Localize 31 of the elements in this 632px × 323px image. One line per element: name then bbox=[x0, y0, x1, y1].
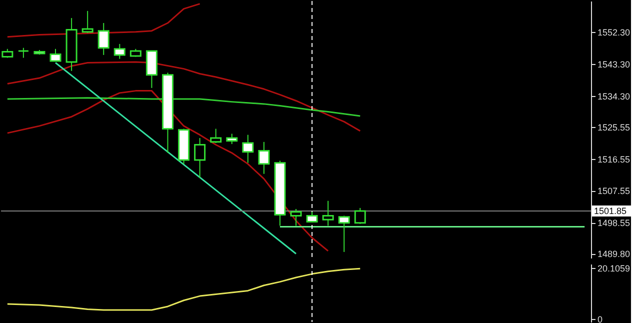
y-tick-label: 1507.55 bbox=[598, 186, 630, 196]
candlestick bbox=[242, 134, 254, 164]
candlestick bbox=[258, 141, 270, 174]
candlestick bbox=[50, 48, 62, 62]
y-tick-label: 1525.55 bbox=[598, 122, 630, 132]
candlestick bbox=[322, 200, 334, 226]
candlestick bbox=[226, 133, 238, 145]
candlestick bbox=[146, 50, 158, 88]
candlestick bbox=[194, 138, 206, 178]
candlestick bbox=[354, 207, 366, 224]
candlestick bbox=[210, 128, 222, 144]
line-series bbox=[6, 3, 201, 38]
y-tick-label: 20.1059 bbox=[598, 263, 630, 274]
y-tick-label: 1552.30 bbox=[598, 27, 630, 38]
y-tick-label: 1516.55 bbox=[598, 154, 630, 164]
line-series bbox=[6, 97, 361, 117]
y-tick-label: 1543.30 bbox=[598, 59, 630, 70]
candlestick bbox=[82, 10, 94, 34]
y-tick-label: 1489.80 bbox=[598, 249, 630, 260]
candlestick bbox=[290, 208, 302, 226]
line-series bbox=[6, 90, 329, 252]
candlestick bbox=[114, 43, 126, 60]
candlestick bbox=[18, 47, 30, 58]
line-series bbox=[6, 268, 361, 311]
ref-line-label: 1501.85 bbox=[594, 206, 627, 216]
y-tick-label: 0 bbox=[598, 314, 603, 323]
candlestick bbox=[338, 215, 350, 252]
y-tick-label: 1498.55 bbox=[598, 218, 630, 228]
line-series bbox=[6, 61, 361, 132]
candlestick bbox=[98, 22, 110, 56]
y-tick-label: 1534.30 bbox=[598, 91, 630, 102]
